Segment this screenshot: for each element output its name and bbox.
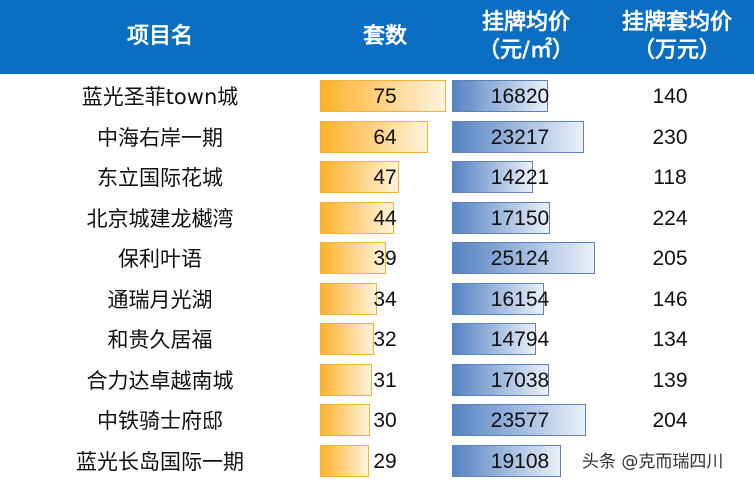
project-name: 和贵久居福 xyxy=(107,328,213,352)
price-data-bar xyxy=(452,444,561,477)
count-data-bar xyxy=(320,120,428,153)
project-name: 保利叶语 xyxy=(118,247,202,271)
project-name: 蓝光圣菲town城 xyxy=(81,85,239,109)
price-value: 25124 xyxy=(490,247,550,270)
price-value: 19108 xyxy=(490,449,550,473)
project-name: 东立国际花城 xyxy=(97,166,223,190)
price-data-bar xyxy=(452,404,586,436)
count-value: 32 xyxy=(373,328,397,351)
watermark: 头条 @克而瑞四川 xyxy=(582,452,724,472)
count-data-bar xyxy=(320,242,386,274)
price-data-bar xyxy=(452,242,595,274)
table-header: 项目名 套数 挂牌均价 （元/㎡） 挂牌套均价 （万元） xyxy=(0,0,754,74)
header-avg-total: 挂牌套均价 （万元） xyxy=(621,10,732,63)
count-data-bar xyxy=(320,201,394,234)
price-data-bar xyxy=(452,323,536,355)
table-row: 东立国际花城 47 14221 118 xyxy=(0,158,754,198)
price-value: 23577 xyxy=(490,409,550,432)
header-project-name: 项目名 xyxy=(126,24,193,49)
count-data-bar xyxy=(320,363,372,396)
count-data-bar xyxy=(320,161,399,193)
count-data-bar xyxy=(320,444,369,477)
project-name: 中海右岸一期 xyxy=(97,125,223,150)
price-data-bar xyxy=(452,120,584,153)
table-row: 通瑞月光湖 34 16154 146 xyxy=(0,280,754,320)
total-price-value: 230 xyxy=(652,125,688,149)
price-data-bar xyxy=(452,80,548,112)
total-price-value: 118 xyxy=(653,166,687,189)
header-count: 套数 xyxy=(362,24,407,49)
price-value: 23217 xyxy=(490,125,550,149)
count-value: 44 xyxy=(373,206,397,230)
count-data-bar xyxy=(320,323,374,355)
total-price-value: 134 xyxy=(652,328,688,351)
table-row: 中铁骑士府邸 30 23577 204 xyxy=(0,401,754,441)
table-row: 保利叶语 39 25124 205 xyxy=(0,239,754,279)
total-price-value: 204 xyxy=(652,409,688,432)
count-data-bar xyxy=(320,282,377,315)
count-value: 64 xyxy=(373,125,397,149)
count-value: 31 xyxy=(373,368,397,392)
project-name: 合力达卓越南城 xyxy=(86,368,234,393)
count-value: 34 xyxy=(373,287,397,311)
table-row: 蓝光长岛国际一期 29 19108 xyxy=(0,442,754,482)
table-row: 中海右岸一期 64 23217 230 xyxy=(0,118,754,158)
price-data-bar xyxy=(452,201,550,234)
price-value: 14221 xyxy=(490,166,550,189)
count-value: 39 xyxy=(373,247,397,270)
count-value: 75 xyxy=(373,85,397,108)
total-price-value: 146 xyxy=(652,287,688,311)
table-row: 北京城建龙樾湾 44 17150 224 xyxy=(0,199,754,239)
count-data-bar xyxy=(320,80,446,112)
project-name: 蓝光长岛国际一期 xyxy=(76,449,244,474)
total-price-value: 139 xyxy=(652,368,688,392)
price-data-bar xyxy=(452,282,544,315)
project-name: 通瑞月光湖 xyxy=(107,287,213,312)
count-value: 29 xyxy=(373,449,397,473)
price-value: 16154 xyxy=(490,287,550,311)
count-value: 47 xyxy=(373,166,397,189)
price-value: 14794 xyxy=(490,328,550,351)
total-price-value: 224 xyxy=(652,206,688,230)
project-name: 中铁骑士府邸 xyxy=(97,409,223,433)
table-row: 和贵久居福 32 14794 134 xyxy=(0,320,754,360)
count-value: 30 xyxy=(373,409,397,432)
total-price-value: 140 xyxy=(652,85,688,108)
price-value: 17038 xyxy=(490,368,550,392)
price-value: 16820 xyxy=(490,85,550,108)
total-price-value: 205 xyxy=(652,247,688,270)
price-data-bar xyxy=(452,363,549,396)
project-name: 北京城建龙樾湾 xyxy=(86,206,234,231)
header-avg-price: 挂牌均价 （元/㎡） xyxy=(477,10,575,63)
count-data-bar xyxy=(320,404,370,436)
price-value: 17150 xyxy=(490,206,550,230)
price-data-bar xyxy=(452,161,533,193)
table-row: 合力达卓越南城 31 17038 139 xyxy=(0,361,754,401)
table-row: 蓝光圣菲town城 75 16820 140 xyxy=(0,77,754,117)
